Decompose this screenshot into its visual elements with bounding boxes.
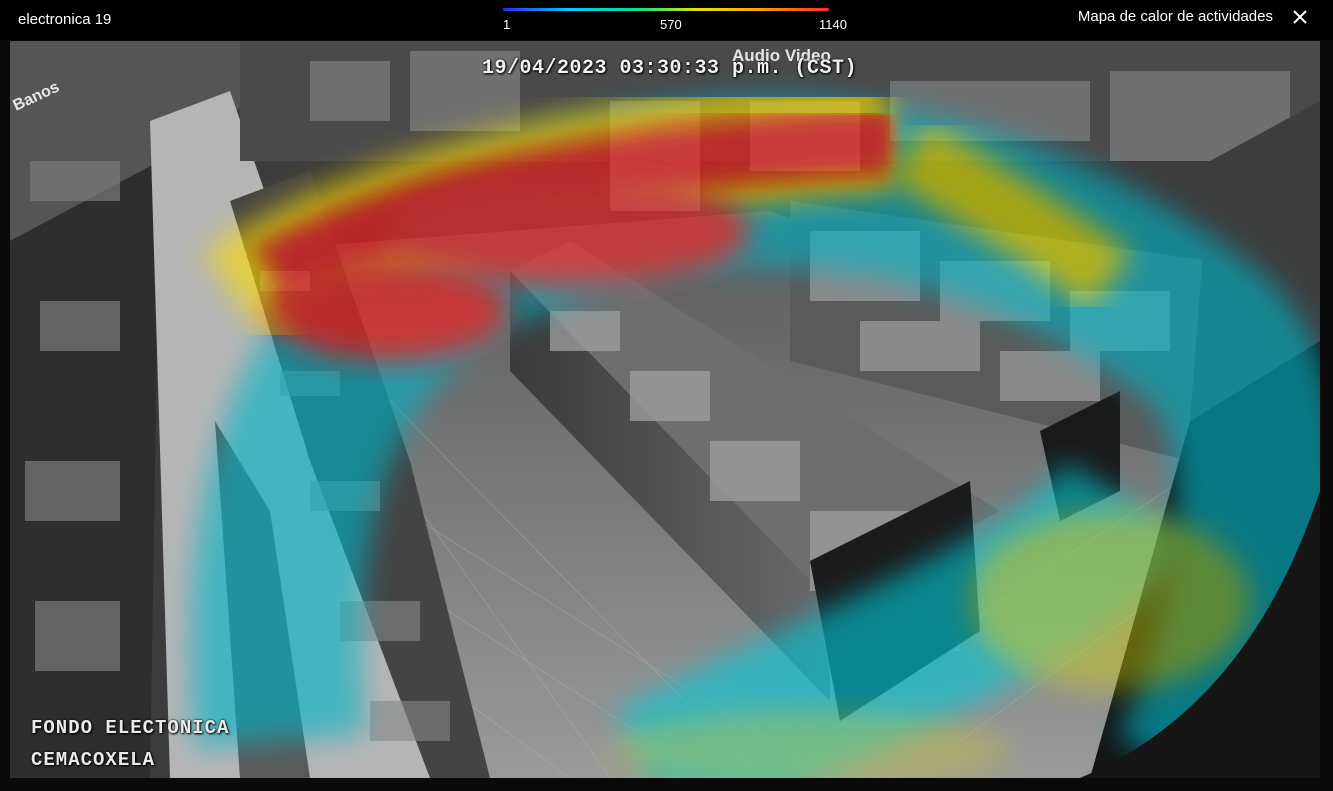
bottom-bar bbox=[0, 778, 1333, 791]
camera-name: electronica 19 bbox=[18, 11, 112, 28]
heatmap-overlay bbox=[191, 71, 1320, 778]
panel-title: Mapa de calor de actividades bbox=[1077, 8, 1273, 25]
legend-gradient-bar bbox=[503, 8, 829, 11]
camera-overlay-line-2: CEMACOXELA bbox=[31, 749, 156, 771]
video-timestamp: 19/04/2023 03:30:33 p.m. (CST) bbox=[482, 57, 858, 80]
fisheye-edge bbox=[1080, 491, 1320, 778]
legend-mid-label: 570 bbox=[660, 17, 682, 32]
close-button[interactable] bbox=[1290, 7, 1310, 27]
camera-overlay-line-1: FONDO ELECTONICA bbox=[31, 717, 230, 739]
heatmap-legend: 1 570 1140 bbox=[503, 6, 847, 36]
camera-viewport[interactable]: Banos Audio Video 19/04/2023 03:30:33 p.… bbox=[10, 41, 1320, 778]
store-sign-audio-video: Audio Video bbox=[732, 46, 831, 65]
close-icon bbox=[1293, 10, 1307, 24]
top-bar: electronica 19 1 570 1140 Mapa de calor … bbox=[0, 0, 1333, 40]
legend-min-label: 1 bbox=[503, 17, 511, 32]
left-shelf-products bbox=[25, 161, 120, 671]
center-island-side bbox=[510, 271, 830, 701]
legend-max-label: 1140 bbox=[819, 17, 847, 32]
store-camera-frame: Banos Audio Video bbox=[10, 41, 1320, 778]
